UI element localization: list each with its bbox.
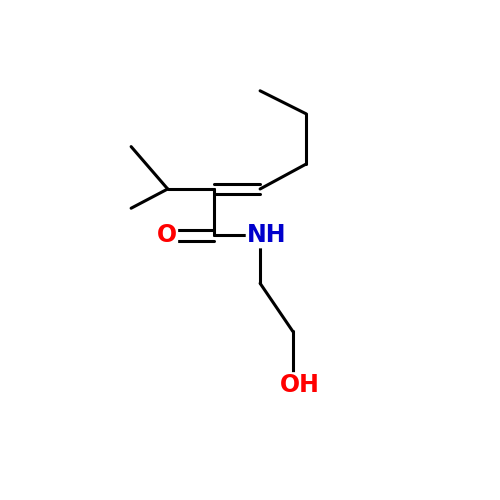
Text: NH: NH xyxy=(247,223,286,247)
Text: OH: OH xyxy=(280,374,320,398)
Text: O: O xyxy=(157,223,177,247)
